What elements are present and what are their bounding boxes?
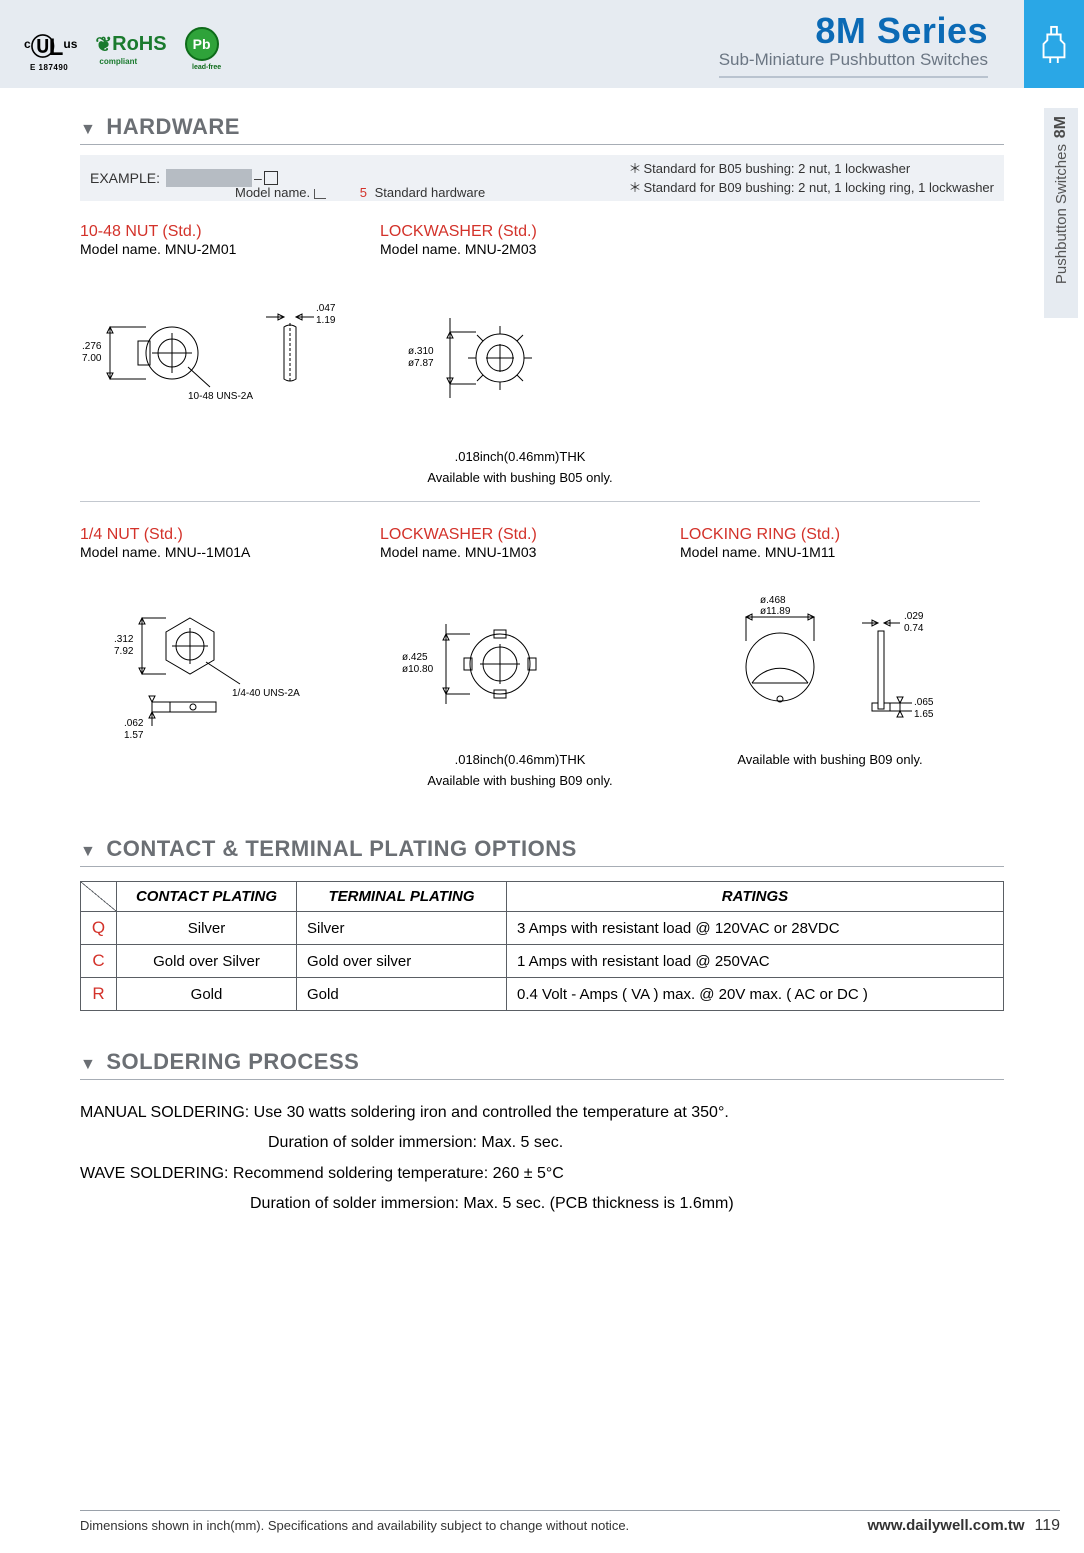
page-number: 119 (1034, 1517, 1060, 1535)
ul-mark-icon: cⓊLus E 187490 (24, 27, 77, 62)
side-tab-text: Pushbutton Switches (1053, 144, 1070, 284)
fig-nut-1048: .276 7.00 10-48 UNS-2A .047 1.19 (80, 283, 350, 433)
svg-text:7.92: 7.92 (114, 646, 134, 657)
svg-text:.047: .047 (316, 303, 336, 314)
svg-text:.062: .062 (124, 718, 144, 729)
svg-text:.065: .065 (914, 697, 934, 708)
lw2-thk: .018inch(0.46mm)THK (380, 752, 660, 767)
col-contact: CONTACT PLATING (117, 882, 297, 912)
title-block: 8M Series Sub-Miniature Pushbutton Switc… (719, 10, 1000, 78)
diag-cell (81, 882, 117, 912)
title-rule (719, 76, 988, 78)
hw-nut-quarter: 1/4 NUT (Std.) Model name. MNU--1M01A .3… (80, 526, 360, 788)
hw-nut-1048: 10-48 NUT (Std.) Model name. MNU-2M01 .2… (80, 223, 360, 485)
manual-line2: Duration of solder immersion: Max. 5 sec… (80, 1128, 1004, 1158)
plating-table: CONTACT PLATING TERMINAL PLATING RATINGS… (80, 881, 1004, 1011)
section-title-plating: ▼ CONTACT & TERMINAL PLATING OPTIONS (80, 836, 1004, 862)
ring-avail: Available with bushing B09 only. (680, 752, 980, 767)
table-row: Q Silver Silver 3 Amps with resistant lo… (81, 912, 1004, 945)
triangle-icon: ▼ (80, 121, 96, 139)
col-terminal: TERMINAL PLATING (297, 882, 507, 912)
lw2-avail: Available with bushing B09 only. (380, 773, 660, 788)
hw-lockwasher-2m03: LOCKWASHER (Std.) Model name. MNU-2M03 (380, 223, 660, 485)
footer-url: www.dailywell.com.tw (868, 1517, 1025, 1534)
page-footer: Dimensions shown in inch(mm). Specificat… (80, 1510, 1060, 1535)
svg-text:ø.310: ø.310 (408, 346, 434, 357)
svg-text:.276: .276 (82, 341, 102, 352)
section-title-hardware: ▼ HARDWARE (80, 114, 1004, 140)
pushbutton-icon (1039, 25, 1069, 63)
fig-lockwasher-2m03: ø.310 ø7.87 (380, 288, 580, 428)
hardware-grid: 10-48 NUT (Std.) Model name. MNU-2M01 .2… (80, 223, 1004, 788)
section-title-soldering: ▼ SOLDERING PROCESS (80, 1049, 1004, 1075)
ul-file-no: E 187490 (30, 63, 68, 72)
col-ratings: RATINGS (507, 882, 1004, 912)
svg-text:0.74: 0.74 (904, 623, 924, 634)
svg-text:1/4-40 UNS-2A: 1/4-40 UNS-2A (232, 688, 300, 699)
rohs-icon: ❦RoHS compliant (95, 32, 166, 57)
category-icon-tab (1024, 0, 1084, 88)
manual-line1: MANUAL SOLDERING: Use 30 watts soldering… (80, 1098, 1004, 1128)
svg-text:ø10.80: ø10.80 (402, 664, 434, 675)
svg-text:.312: .312 (114, 634, 134, 645)
suffix-box (264, 171, 278, 185)
note-b09: Standard for B09 bushing: 2 nut, 1 locki… (628, 178, 994, 198)
example-band: EXAMPLE: – Model name. 5 Standard hardwa… (80, 155, 1004, 201)
table-row: C Gold over Silver Gold over silver 1 Am… (81, 945, 1004, 978)
svg-text:1.57: 1.57 (124, 730, 144, 741)
fig-lockwasher-1m03: ø.425 ø10.80 (380, 586, 580, 736)
fig-nut-quarter: .312 7.92 1/4-40 UNS-2A .062 1.57 (80, 576, 340, 746)
svg-text:7.00: 7.00 (82, 353, 102, 364)
note-b05: Standard for B05 bushing: 2 nut, 1 lockw… (628, 159, 994, 179)
dash: – (254, 170, 262, 186)
section-rule (80, 866, 1004, 867)
content: ▼ HARDWARE EXAMPLE: – Model name. 5 Stan… (0, 88, 1084, 1220)
hw-lockwasher-1m03: LOCKWASHER (Std.) Model name. MNU-1M03 ø… (380, 526, 660, 788)
datasheet-page: cⓊLus E 187490 ❦RoHS compliant Pb lead-f… (0, 0, 1084, 1553)
bushing-notes: Standard for B05 bushing: 2 nut, 1 lockw… (628, 159, 994, 198)
table-row: R Gold Gold 0.4 Volt - Amps ( VA ) max. … (81, 978, 1004, 1011)
triangle-icon: ▼ (80, 843, 96, 861)
svg-text:ø.425: ø.425 (402, 652, 428, 663)
table-header-row: CONTACT PLATING TERMINAL PLATING RATINGS (81, 882, 1004, 912)
example-label: EXAMPLE: (90, 170, 160, 186)
svg-text:ø.468: ø.468 (760, 595, 786, 606)
footer-disclaimer: Dimensions shown in inch(mm). Specificat… (80, 1518, 629, 1533)
soldering-text: MANUAL SOLDERING: Use 30 watts soldering… (80, 1098, 1004, 1220)
header-band: cⓊLus E 187490 ❦RoHS compliant Pb lead-f… (0, 0, 1084, 88)
example-under: Model name. 5 Standard hardware (235, 185, 485, 200)
side-tab-num: 8M (1052, 116, 1070, 138)
hw-locking-ring: LOCKING RING (Std.) Model name. MNU-1M11… (680, 526, 980, 788)
lw1-thk: .018inch(0.46mm)THK (380, 449, 660, 464)
svg-text:1.65: 1.65 (914, 709, 934, 720)
triangle-icon: ▼ (80, 1056, 96, 1074)
pb-free-icon: Pb lead-free (185, 27, 219, 61)
section-rule (80, 1079, 1004, 1080)
svg-text:ø7.87: ø7.87 (408, 358, 434, 369)
lw1-avail: Available with bushing B05 only. (380, 470, 660, 485)
series-title: 8M Series (719, 10, 988, 52)
svg-text:ø11.89: ø11.89 (760, 606, 791, 617)
side-index-tab: 8M Pushbutton Switches (1044, 108, 1078, 318)
svg-text:.029: .029 (904, 611, 924, 622)
svg-text:1.19: 1.19 (316, 315, 336, 326)
hw-empty (680, 223, 980, 485)
fig-locking-ring: ø.468 ø11.89 .029 0.74 (680, 581, 960, 741)
cert-logos: cⓊLus E 187490 ❦RoHS compliant Pb lead-f… (24, 27, 219, 62)
section-rule (80, 144, 1004, 145)
wave-line1: WAVE SOLDERING: Recommend soldering temp… (80, 1159, 1004, 1189)
svg-text:10-48 UNS-2A: 10-48 UNS-2A (188, 391, 253, 402)
wave-line2: Duration of solder immersion: Max. 5 sec… (80, 1189, 1004, 1219)
hw-separator (80, 501, 980, 502)
series-subtitle: Sub-Miniature Pushbutton Switches (719, 50, 988, 70)
